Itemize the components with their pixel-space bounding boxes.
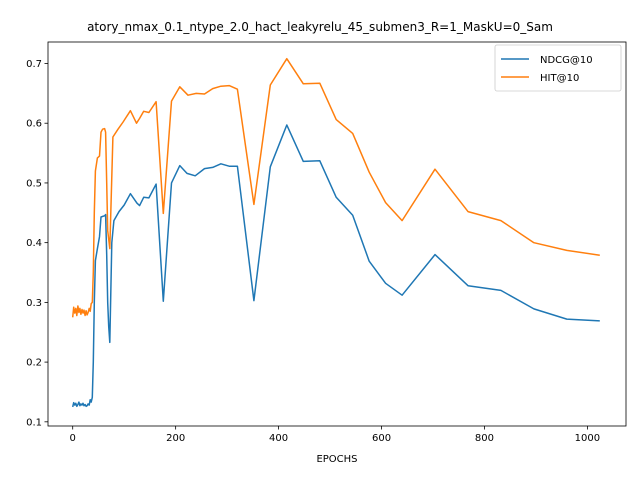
x-tick-label: 600: [372, 433, 391, 444]
x-tick-label: 0: [70, 433, 76, 444]
y-tick-label: 0.6: [26, 119, 42, 130]
legend-label: NDCG@10: [540, 55, 593, 66]
y-tick-label: 0.4: [26, 238, 42, 249]
x-tick-label: 200: [166, 433, 185, 444]
series-line-ndcg: [71, 124, 600, 408]
x-axis-title: EPOCHS: [316, 454, 357, 465]
x-tick-label: 800: [475, 433, 494, 444]
legend: NDCG@10 HIT@10: [494, 44, 622, 92]
y-tick-label: 0.2: [26, 358, 42, 369]
x-tick-label: 1000: [575, 433, 600, 444]
x-tick-label: 400: [269, 433, 288, 444]
chart-title: atory_nmax_0.1_ntype_2.0_hact_leakyrelu_…: [87, 20, 553, 34]
legend-box: [494, 44, 622, 92]
y-tick-label: 0.5: [26, 178, 42, 189]
y-tick-label: 0.1: [26, 417, 42, 428]
series-line-hit: [71, 57, 600, 318]
legend-label: HIT@10: [540, 73, 579, 84]
y-tick-label: 0.3: [26, 298, 42, 309]
axes-frame: [47, 41, 627, 427]
y-tick-label: 0.7: [26, 59, 42, 70]
